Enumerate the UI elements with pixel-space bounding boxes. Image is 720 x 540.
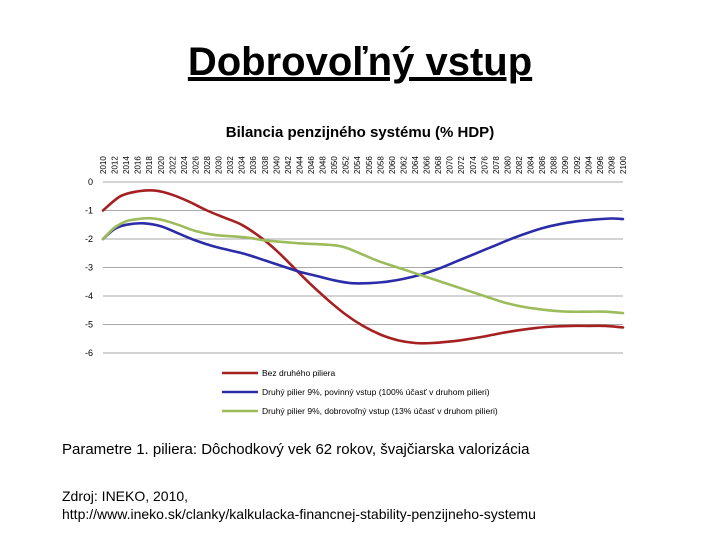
- x-tick-label: 2026: [191, 156, 200, 174]
- x-tick-label: 2052: [342, 156, 351, 174]
- x-tick-label: 2064: [411, 156, 420, 174]
- x-tick-label: 2044: [295, 156, 304, 174]
- x-tick-label: 2092: [573, 156, 582, 174]
- x-tick-label: 2066: [423, 156, 432, 174]
- x-tick-label: 2028: [203, 156, 212, 174]
- x-tick-label: 2056: [365, 156, 374, 174]
- x-tick-label: 2094: [584, 156, 593, 174]
- x-tick-label: 2016: [134, 156, 143, 174]
- x-tick-label: 2024: [180, 156, 189, 174]
- x-tick-label: 2060: [388, 156, 397, 174]
- legend: Bez druhého piliera Druhý pilier 9%, povi…: [222, 368, 498, 416]
- x-tick-label: 2020: [157, 156, 166, 174]
- y-tick-label: -1: [85, 206, 93, 216]
- x-tick-label: 2046: [307, 156, 316, 174]
- x-tick-label: 2084: [527, 156, 536, 174]
- x-tick-label: 2032: [226, 156, 235, 174]
- legend-label-3: Druhý pilier 9%, dobrovoľný vstup (13% ú…: [262, 406, 498, 416]
- x-tick-label: 2012: [111, 156, 120, 174]
- x-tick-label: 2098: [607, 156, 616, 174]
- y-tick-label: -2: [85, 234, 93, 244]
- x-tick-label: 2078: [492, 156, 501, 174]
- x-tick-label: 2072: [457, 156, 466, 174]
- x-tick-label: 2038: [261, 156, 270, 174]
- x-tick-label: 2036: [249, 156, 258, 174]
- source-note: Zdroj: INEKO, 2010,: [62, 488, 189, 504]
- x-tick-label: 2062: [399, 156, 408, 174]
- x-tick-label: 2054: [353, 156, 362, 174]
- x-tick-label: 2090: [561, 156, 570, 174]
- x-tick-label: 2070: [446, 156, 455, 174]
- x-tick-label: 2018: [145, 156, 154, 174]
- x-tick-label: 2034: [238, 156, 247, 174]
- y-tick-label: -4: [85, 291, 93, 301]
- x-tick-label: 2080: [503, 156, 512, 174]
- x-tick-label: 2074: [469, 156, 478, 174]
- x-tick-label: 2050: [330, 156, 339, 174]
- y-tick-label: -5: [85, 320, 93, 330]
- x-tick-label: 2048: [319, 156, 328, 174]
- x-tick-label: 2030: [215, 156, 224, 174]
- x-tick-label: 2042: [284, 156, 293, 174]
- x-tick-label: 2088: [550, 156, 559, 174]
- series-line-2: [101, 217, 625, 285]
- legend-label-1: Bez druhého piliera: [262, 368, 336, 378]
- series-layer: [101, 189, 625, 345]
- x-tick-label: 2068: [434, 156, 443, 174]
- slide-title: Dobrovoľný vstup: [187, 40, 533, 84]
- series-line-1: [101, 189, 625, 345]
- x-tick-label: 2082: [515, 156, 524, 174]
- x-tick-label: 2010: [99, 156, 108, 174]
- x-tick-label: 2076: [480, 156, 489, 174]
- x-tick-label: 2040: [272, 156, 281, 174]
- x-tick-label: 2096: [596, 156, 605, 174]
- x-tick-label: 2086: [538, 156, 547, 174]
- x-tick-label: 2022: [168, 156, 177, 174]
- x-tick-label: 2058: [376, 156, 385, 174]
- y-tick-label: 0: [88, 177, 93, 187]
- x-tick-label: 2100: [619, 156, 628, 174]
- chart-title: Bilancia penzijného systému (% HDP): [225, 124, 495, 141]
- x-tick-label: 2014: [122, 156, 131, 174]
- y-tick-label: -6: [85, 348, 93, 358]
- y-tick-label: -3: [85, 263, 93, 273]
- source-url[interactable]: http://www.ineko.sk/clanky/kalkulacka-fi…: [62, 506, 536, 522]
- series-line-3: [101, 216, 625, 315]
- parameters-note: Parametre 1. piliera: Dôchodkový vek 62 …: [62, 441, 530, 458]
- legend-label-2: Druhý pilier 9%, povinný vstup (100% úča…: [262, 387, 490, 397]
